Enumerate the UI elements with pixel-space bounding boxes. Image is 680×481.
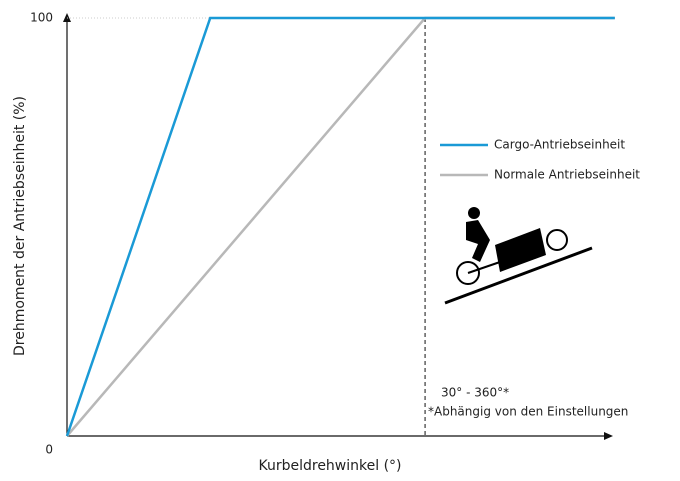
y-tick-label: 0 — [45, 443, 53, 457]
x-axis-label: Kurbeldrehwinkel (°) — [258, 458, 401, 474]
series-line — [65, 16, 615, 437]
annotation: 30° - 360°* — [441, 386, 509, 400]
legend-label: Cargo-Antriebseinheit — [494, 138, 625, 152]
bike-icon — [444, 207, 593, 305]
series-line — [66, 16, 615, 437]
y-tick-label: 100 — [30, 11, 53, 25]
annotation: *Abhängig von den Einstellungen — [428, 405, 628, 419]
x-axis-arrow — [604, 432, 613, 440]
legend-label: Normale Antriebseinheit — [494, 168, 640, 182]
y-axis-label: Drehmoment der Antriebseinheit (%) — [12, 96, 28, 356]
